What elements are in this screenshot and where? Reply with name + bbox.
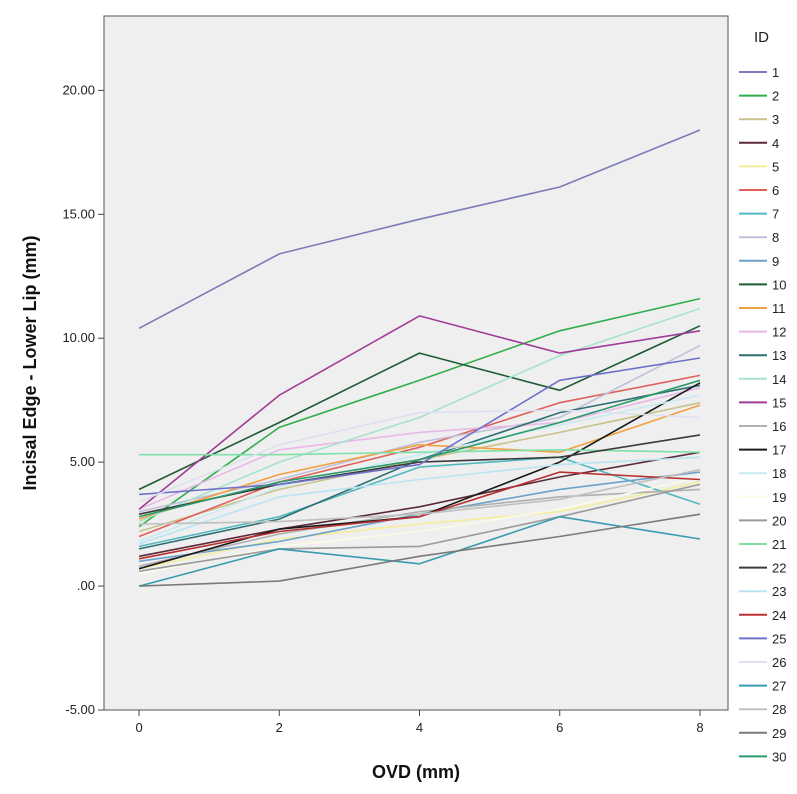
legend-label-24: 24 bbox=[772, 608, 786, 623]
legend-label-26: 26 bbox=[772, 655, 786, 670]
x-axis-title: OVD (mm) bbox=[372, 762, 460, 782]
series-line-12 bbox=[138, 387, 701, 510]
y-tick-label: .00 bbox=[77, 578, 95, 593]
legend-label-16: 16 bbox=[772, 419, 786, 434]
series-line-15 bbox=[138, 315, 701, 510]
series-line-20 bbox=[138, 483, 701, 572]
series-layer bbox=[138, 129, 701, 587]
legend-label-6: 6 bbox=[772, 183, 779, 198]
plot-area bbox=[103, 15, 729, 711]
x-tick-label: 4 bbox=[416, 720, 423, 735]
y-tick-label: 5.00 bbox=[70, 454, 95, 469]
series-line-29 bbox=[139, 513, 701, 587]
legend-label-27: 27 bbox=[772, 679, 786, 694]
legend-label-19: 19 bbox=[772, 490, 786, 505]
legend-label-13: 13 bbox=[772, 348, 786, 363]
legend-label-14: 14 bbox=[772, 372, 786, 387]
series-line-10 bbox=[138, 325, 701, 491]
legend: ID 1234567891011121314151617181920212223… bbox=[739, 29, 786, 764]
legend-label-17: 17 bbox=[772, 443, 786, 458]
axes-layer: -5.00 .00 5.00 10.00 15.00 20.00 0 2 4 6 8 bbox=[62, 82, 703, 735]
legend-label-5: 5 bbox=[772, 159, 779, 174]
legend-label-23: 23 bbox=[772, 584, 786, 599]
legend-label-18: 18 bbox=[772, 466, 786, 481]
legend-label-12: 12 bbox=[772, 325, 786, 340]
y-tick-label: 15.00 bbox=[62, 206, 95, 221]
legend-label-8: 8 bbox=[772, 230, 779, 245]
legend-label-1: 1 bbox=[772, 65, 779, 80]
x-tick-label: 6 bbox=[556, 720, 563, 735]
legend-label-20: 20 bbox=[772, 513, 786, 528]
series-line-19 bbox=[138, 476, 701, 575]
series-line-1 bbox=[138, 129, 701, 330]
y-tick-label: 10.00 bbox=[62, 330, 95, 345]
legend-label-15: 15 bbox=[772, 395, 786, 410]
series-line-2 bbox=[138, 297, 701, 528]
series-line-24 bbox=[138, 471, 701, 560]
series-line-14 bbox=[138, 307, 701, 523]
y-tick-label: 20.00 bbox=[62, 82, 95, 97]
series-line-18 bbox=[138, 394, 701, 543]
legend-label-3: 3 bbox=[772, 112, 779, 127]
series-line-28 bbox=[139, 468, 701, 525]
series-line-7 bbox=[138, 456, 701, 548]
series-line-23 bbox=[138, 456, 701, 545]
series-line-25 bbox=[139, 357, 701, 496]
series-line-26 bbox=[138, 409, 701, 503]
legend-label-10: 10 bbox=[772, 277, 786, 292]
legend-label-7: 7 bbox=[772, 207, 779, 222]
y-tick-label: -5.00 bbox=[65, 702, 95, 717]
series-line-30 bbox=[138, 379, 701, 518]
series-line-21 bbox=[139, 448, 701, 456]
series-line-16 bbox=[138, 488, 701, 567]
legend-label-21: 21 bbox=[772, 537, 786, 552]
legend-label-22: 22 bbox=[772, 561, 786, 576]
legend-label-4: 4 bbox=[772, 136, 779, 151]
legend-title: ID bbox=[754, 29, 769, 46]
series-line-4 bbox=[138, 451, 701, 558]
x-tick-label: 0 bbox=[135, 720, 142, 735]
legend-label-29: 29 bbox=[772, 726, 786, 741]
y-axis-title: Incisal Edge - Lower Lip (mm) bbox=[20, 235, 40, 490]
legend-label-25: 25 bbox=[772, 631, 786, 646]
legend-label-30: 30 bbox=[772, 749, 786, 764]
series-line-27 bbox=[138, 515, 701, 587]
legend-label-2: 2 bbox=[772, 89, 779, 104]
legend-label-28: 28 bbox=[772, 702, 786, 717]
x-tick-label: 2 bbox=[276, 720, 283, 735]
x-tick-label: 8 bbox=[696, 720, 703, 735]
legend-label-9: 9 bbox=[772, 254, 779, 269]
series-line-8 bbox=[138, 344, 701, 513]
legend-label-11: 11 bbox=[772, 301, 786, 316]
